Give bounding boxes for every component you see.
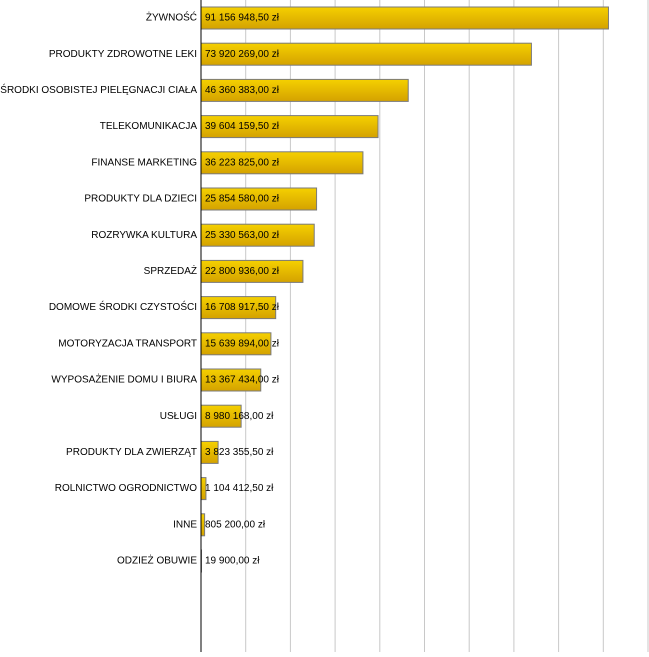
value-label: 1 104 412,50 zł <box>205 483 274 494</box>
y-tick-label: USŁUGI <box>160 411 197 422</box>
value-label: 13 367 434,00 zł <box>205 375 280 386</box>
value-label: 46 360 383,00 zł <box>205 85 280 96</box>
value-label: 91 156 948,50 zł <box>205 13 280 24</box>
y-tick-label: ODZIEŻ OBUWIE <box>117 554 197 567</box>
y-tick-label: PRODUKTY ZDROWOTNE LEKI <box>49 49 197 60</box>
y-tick-label: INNE <box>173 519 197 530</box>
value-label: 22 800 936,00 zł <box>205 266 280 277</box>
value-label: 16 708 917,50 zł <box>205 302 280 313</box>
y-tick-label: DOMOWE ŚRODKI CZYSTOŚCI <box>49 300 197 313</box>
value-label: 39 604 159,50 zł <box>205 121 280 132</box>
value-label: 19 900,00 zł <box>205 556 260 567</box>
value-label: 3 823 355,50 zł <box>205 447 274 458</box>
y-tick-label: ROLNICTWO OGRODNICTWO <box>55 483 197 494</box>
value-label: 25 330 563,00 zł <box>205 230 280 241</box>
value-label: 805 200,00 zł <box>205 519 266 530</box>
y-tick-label: ŻYWNOŚĆ <box>146 11 197 24</box>
value-label: 36 223 825,00 zł <box>205 157 280 168</box>
y-tick-label: ŚRODKI OSOBISTEJ PIELĘGNACJI CIAŁA <box>0 83 197 96</box>
value-label: 15 639 894,00 zł <box>205 338 280 349</box>
value-label: 25 854 580,00 zł <box>205 194 280 205</box>
y-tick-label: PRODUKTY DLA ZWIERZĄT <box>66 447 197 458</box>
y-tick-label: FINANSE MARKETING <box>91 157 197 168</box>
y-tick-label: TELEKOMUNIKACJA <box>100 121 198 132</box>
value-label: 8 980 168,00 zł <box>205 411 274 422</box>
y-tick-label: MOTORYZACJA TRANSPORT <box>58 338 197 349</box>
value-label: 73 920 269,00 zł <box>205 49 280 60</box>
y-tick-label: PRODUKTY DLA DZIECI <box>84 194 197 205</box>
y-tick-label: WYPOSAŻENIE DOMU I BIURA <box>51 373 197 386</box>
y-tick-label: SPRZEDAŻ <box>144 264 197 277</box>
y-tick-label: ROZRYWKA KULTURA <box>91 230 197 241</box>
